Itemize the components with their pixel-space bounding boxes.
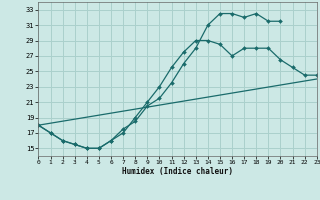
X-axis label: Humidex (Indice chaleur): Humidex (Indice chaleur) [122, 167, 233, 176]
